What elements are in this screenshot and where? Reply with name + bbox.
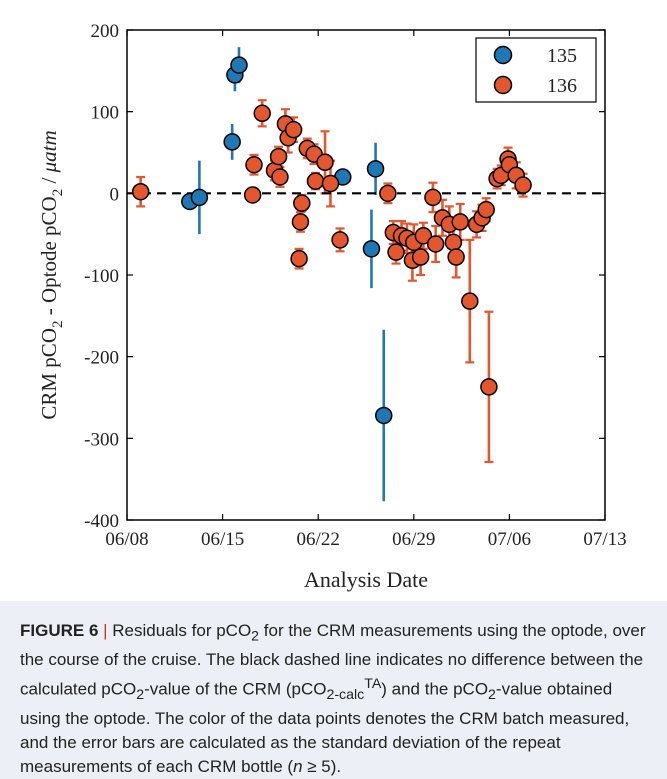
y-tick-label: 100 — [91, 103, 120, 124]
data-point-135 — [223, 133, 241, 151]
x-axis-ticks: 06/08 06/15 06/22 06/29 07/06 07/13 — [105, 30, 627, 550]
data-point-136 — [293, 194, 311, 212]
legend-marker-135 — [493, 45, 513, 65]
x-tick-label: 06/08 — [105, 529, 148, 550]
data-point-136 — [411, 248, 430, 266]
data-point-136 — [331, 231, 349, 249]
data-point-135 — [230, 56, 248, 74]
legend-label-136: 136 — [547, 75, 577, 97]
data-point-136 — [253, 104, 271, 123]
y-axis-ticks: -400 -300 -200 -100 0 100 200 — [84, 21, 605, 532]
plot-area — [127, 30, 605, 520]
data-point-136 — [321, 174, 340, 193]
caption-sup-3: TA — [364, 676, 382, 693]
y-tick-label: 200 — [91, 21, 120, 42]
y-tick-label: -400 — [84, 511, 119, 532]
data-point-135 — [375, 406, 393, 425]
data-point-136 — [480, 378, 498, 396]
data-point-136 — [444, 233, 463, 252]
data-point-136 — [426, 235, 445, 253]
caption-separator: | — [98, 621, 113, 640]
data-point-136 — [414, 227, 433, 245]
scatter-chart: 06/08 06/15 06/22 06/29 07/06 07/13 -400-300-… — [37, 21, 627, 592]
data-point-136 — [245, 156, 263, 174]
data-point-136 — [131, 182, 150, 201]
caption-text-2: for the CRM measurements using the optod… — [20, 621, 646, 700]
x-tick-label: 07/06 — [488, 529, 531, 550]
data-point-136 — [284, 120, 303, 139]
data-point-135 — [366, 160, 385, 178]
y-tick-label: 0 — [110, 184, 120, 205]
data-point-136 — [271, 168, 289, 186]
caption-text-3: -value of the CRM (pCO — [144, 680, 327, 700]
x-axis-title: Analysis Date — [304, 567, 428, 592]
data-point-136 — [291, 213, 310, 231]
y-tick-label: -100 — [84, 266, 119, 287]
caption-sub-4: 2 — [488, 687, 496, 704]
data-point-135 — [362, 240, 381, 258]
data-point-136 — [306, 172, 325, 190]
data-point-136 — [269, 147, 288, 166]
caption-text-1: Residuals for pCO — [112, 621, 252, 640]
legend: 135 136 — [475, 37, 597, 103]
legend-box — [475, 37, 597, 103]
data-point-136 — [477, 200, 495, 219]
x-tick-label: 06/22 — [297, 529, 340, 550]
figure-caption: FIGURE 6 | Residuals for pCO2 for the CR… — [0, 601, 667, 779]
figure-label: FIGURE 6 — [20, 621, 99, 640]
caption-text-6: ≥ 5). — [302, 757, 342, 777]
data-point-136 — [316, 153, 334, 172]
caption-sub-3: 2-calc — [326, 687, 365, 704]
data-point-136 — [424, 188, 442, 207]
data-point-136 — [461, 292, 479, 310]
data-point-136 — [379, 184, 397, 203]
caption-n: n — [293, 757, 303, 777]
data-point-136 — [387, 243, 405, 261]
caption-sub-2: 2 — [136, 687, 145, 704]
caption-sub-1: 2 — [251, 628, 260, 645]
data-point-136 — [451, 213, 469, 231]
legend-marker-136 — [493, 75, 513, 95]
legend-label-135: 135 — [547, 45, 577, 67]
data-point-136 — [447, 248, 465, 266]
data-point-135 — [190, 188, 209, 207]
x-tick-label: 06/15 — [201, 529, 244, 550]
data-markers — [131, 56, 532, 425]
data-point-136 — [290, 249, 308, 268]
y-tick-label: -300 — [84, 429, 119, 450]
x-tick-label: 06/29 — [392, 529, 435, 550]
caption-text-5: -value obtained using the optode. The co… — [20, 680, 630, 777]
data-point-136 — [243, 186, 262, 204]
y-axis-title: CRM pCO2 - Optode pCO2 / μatm — [37, 130, 66, 419]
y-tick-label: -200 — [84, 348, 119, 369]
x-tick-label: 07/13 — [583, 529, 626, 550]
caption-text-4: ) and the pCO — [381, 680, 489, 700]
data-point-136 — [514, 176, 532, 194]
